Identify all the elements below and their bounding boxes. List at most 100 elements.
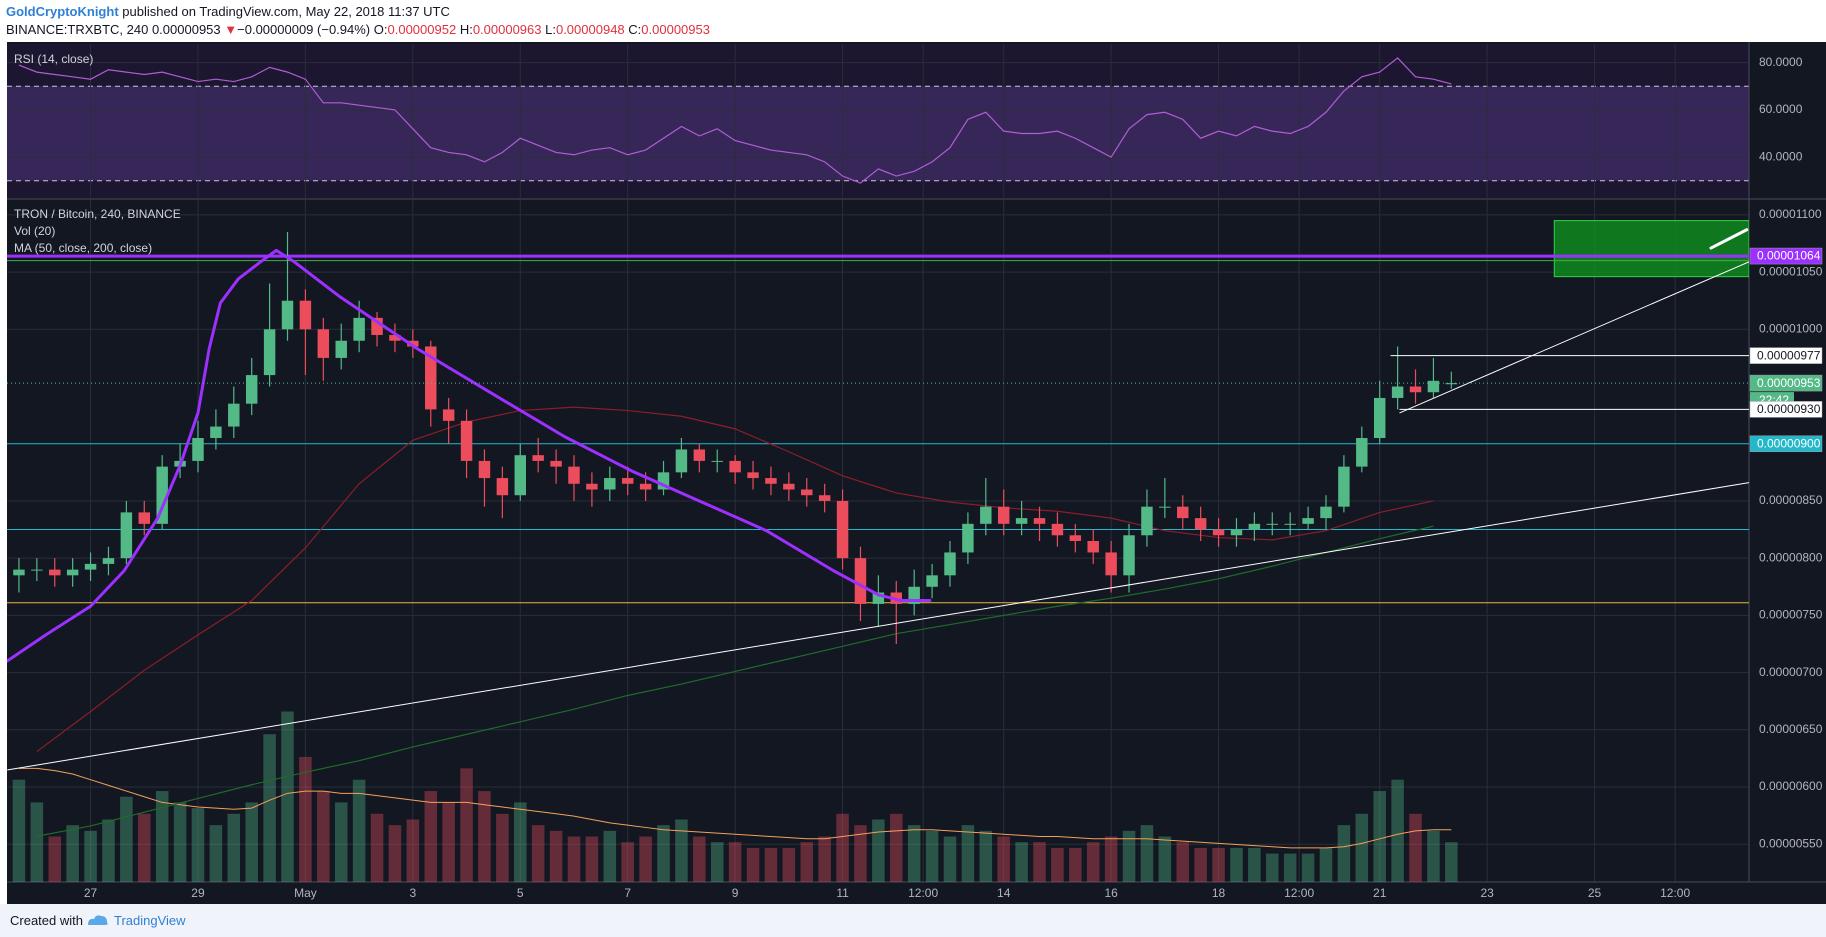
candle-body (1212, 529, 1225, 536)
candle-body (783, 483, 795, 490)
candle-body (478, 460, 491, 479)
ohlc-value: 0.00000963 (472, 22, 542, 37)
volume-bar (102, 819, 115, 882)
symbol-line: BINANCE:TRXBTC, 240 0.00000953 ▼−0.00000… (6, 22, 710, 37)
candle-body (1015, 518, 1028, 524)
volume-bar (1140, 825, 1154, 882)
logo (88, 915, 108, 925)
y-tick-label: 0.00001100 (1759, 207, 1822, 221)
volume-bar (12, 779, 26, 882)
candle-body (1141, 506, 1153, 536)
target-box (1553, 220, 1749, 278)
volume-bar (621, 842, 634, 882)
volume-ma-line (18, 767, 1452, 849)
last-price: 0.00000953 (151, 22, 221, 37)
volume-bar (639, 836, 652, 882)
volume-bar (281, 711, 294, 882)
volume-bar (675, 819, 688, 882)
candle-body (1284, 523, 1296, 525)
candle-body (496, 478, 509, 496)
volume-bar (1158, 836, 1172, 882)
candle-body (1069, 535, 1082, 541)
rsi-tick-label: 80.0000 (1759, 55, 1803, 69)
candle-body (675, 449, 688, 473)
rsi-line (18, 57, 1452, 184)
candle-body (997, 506, 1010, 524)
created-with: Created with (10, 913, 83, 928)
price-label: 0.00000977 (1757, 348, 1821, 362)
author[interactable]: GoldCryptoKnight (6, 4, 119, 19)
volume-bar (818, 836, 831, 882)
candle-body (49, 569, 61, 576)
volume-bar (120, 796, 133, 882)
volume-bar (370, 813, 384, 882)
x-tick-label: 5 (517, 886, 524, 900)
volume-legend: Vol (20) (14, 224, 55, 238)
volume-bar (1230, 847, 1243, 882)
volume-bar (424, 791, 438, 882)
price-label: 0.00001064 (1757, 249, 1821, 263)
volume-bar (693, 836, 706, 882)
volume-bar (1212, 847, 1225, 882)
volume-bar (191, 808, 205, 882)
volume-bar (728, 842, 742, 882)
y-tick-label: 0.00000600 (1759, 779, 1823, 793)
candle-body (1123, 535, 1135, 576)
candle-body (568, 466, 580, 484)
volume-bar (334, 802, 348, 882)
candle-body (442, 409, 455, 421)
candle-body (729, 460, 741, 473)
x-tick-label: 7 (624, 886, 631, 900)
volume-bar (1427, 830, 1440, 882)
volume-bar (1176, 842, 1190, 882)
volume-bar (66, 825, 79, 882)
x-tick-label: 12:00 (1660, 886, 1690, 900)
brand[interactable]: TradingView (114, 913, 186, 928)
candle-body (335, 340, 347, 358)
volume-bar (84, 830, 97, 882)
rsi-band (7, 86, 1749, 181)
candle-body (263, 329, 276, 376)
x-tick-label: 21 (1373, 886, 1387, 900)
ohlc-key: H: (459, 22, 473, 37)
x-tick-label: May (294, 886, 317, 900)
drawing-line (7, 482, 1749, 771)
x-tick-label: 3 (410, 886, 417, 900)
candle-body (1320, 506, 1332, 519)
volume-bar (943, 836, 957, 882)
volume-bar (263, 734, 276, 882)
rsi-group (18, 57, 1452, 184)
candle-body (765, 478, 777, 484)
y-tick-label: 0.00000800 (1759, 550, 1823, 564)
x-tick-label: 16 (1104, 886, 1118, 900)
candle-body (1230, 529, 1243, 536)
volume-bar (1266, 853, 1279, 882)
volume-bar (961, 825, 975, 882)
candle-body (657, 472, 670, 490)
candle-body (138, 512, 151, 524)
x-tick-label: 27 (84, 886, 98, 900)
candle-body (1266, 523, 1279, 525)
candle-body (1087, 541, 1099, 553)
volume-bar (514, 802, 527, 882)
volume-bar (1033, 842, 1046, 882)
price-label-box (1749, 401, 1823, 418)
candle-body (1248, 523, 1261, 530)
x-tick-label: 14 (997, 886, 1011, 900)
x-tick-label: 23 (1480, 886, 1494, 900)
candle-body (102, 558, 115, 564)
candle-body (425, 346, 437, 410)
footer: Created with TradingView (0, 904, 1826, 937)
candle-body (1194, 518, 1207, 530)
ohlc-key: L: (545, 22, 556, 37)
candle-body (1373, 397, 1386, 439)
volume-bar (1373, 791, 1386, 882)
candle-body (980, 506, 992, 524)
volume-bar (1122, 830, 1136, 882)
y-tick-label: 0.00000550 (1759, 836, 1823, 850)
volume-bar (836, 813, 849, 882)
candle-body (1033, 518, 1046, 524)
volume-bar (854, 825, 867, 882)
candle-body (317, 329, 330, 358)
